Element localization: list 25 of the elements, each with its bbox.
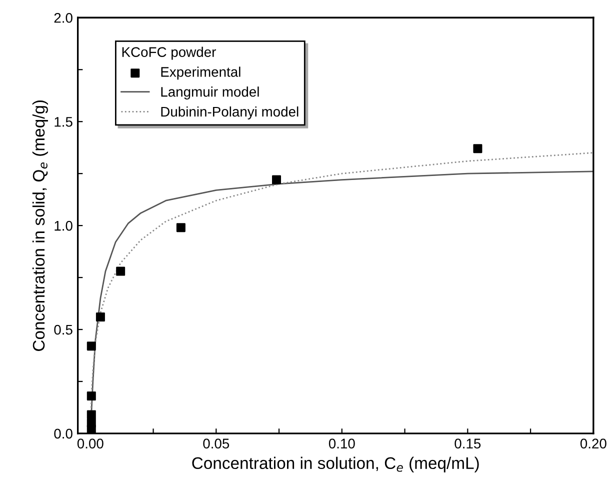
point (86, 410, 96, 420)
point (272, 175, 282, 184)
y-axis-title: Concentration in solid, Q$_{e}$ (meq/g) (32, 100, 48, 351)
legend-label: Experimental (161, 66, 240, 80)
point (96, 312, 105, 322)
x-tick-label: 0.10 (328, 438, 355, 449)
y-tick-label: 0.0 (54, 428, 72, 439)
point (176, 223, 186, 232)
x-tick-label: 0.20 (580, 438, 606, 449)
point (86, 342, 96, 351)
legend-label: Langmuir model (161, 86, 259, 100)
point (86, 418, 96, 428)
x-tick-label: 0.05 (203, 438, 230, 449)
x-axis-title: Concentration in solution, C$_{e}$ (meq/mL) (192, 456, 479, 472)
point (473, 144, 482, 154)
y-tick-label: 1.0 (54, 220, 72, 231)
x-tick-label: 0.00 (77, 438, 104, 449)
y-tick-label: 1.5 (54, 117, 72, 127)
legend-title: KCoFC powder (122, 46, 216, 60)
y-tick-label: 2.0 (54, 12, 72, 23)
y-tick-label: 0.5 (54, 324, 72, 335)
x-tick-label: 0.15 (454, 438, 481, 449)
legend-label: Dubinin-Polanyi model (161, 106, 298, 120)
point (86, 392, 96, 401)
point (116, 266, 126, 276)
